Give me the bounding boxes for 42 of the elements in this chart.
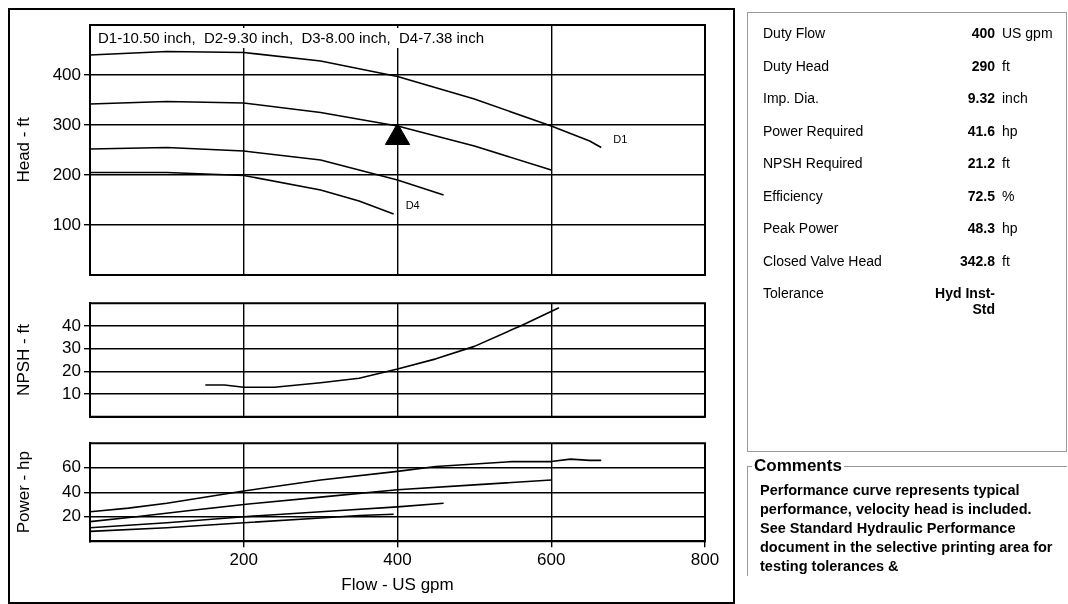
- text: NPSH Required: [762, 154, 864, 173]
- y-tick-label: 300: [52, 114, 81, 134]
- text: Hyd Inst-Std: [934, 284, 996, 318]
- x-tick-label: 200: [229, 550, 258, 570]
- y-axis-title: Power - hp: [13, 451, 33, 534]
- annotation: D4: [405, 199, 420, 212]
- text: 48.3 hp: [966, 219, 1019, 238]
- annotation: D1: [613, 132, 628, 145]
- text: 400 US gpm: [970, 24, 1054, 43]
- text: 41.6 hp: [966, 121, 1019, 141]
- y-axis-title: Head - ft: [13, 117, 33, 183]
- y-tick-label: 100: [52, 214, 81, 234]
- text: 290 ft: [970, 56, 1011, 76]
- text: Performance curve represents typical performance, velocity head is included. See Standard Hydraulic Performance document in the selective printing area for testing tolerances &: [760, 481, 1054, 576]
- text: Tolerance: [762, 284, 825, 303]
- x-tick-label: 800: [690, 550, 720, 570]
- y-axis-title: NPSH - ft: [13, 323, 33, 396]
- text: Duty Head: [762, 56, 831, 76]
- text: Comments: [752, 456, 844, 475]
- x-tick-label: 400: [383, 550, 412, 570]
- y-tick-label: 400: [52, 64, 81, 84]
- x-tick-label: 600: [537, 550, 566, 570]
- y-tick-label: 40: [62, 481, 81, 501]
- y-tick-label: 40: [62, 315, 81, 335]
- text: 9.32 inch: [966, 89, 1029, 108]
- y-tick-label: 20: [62, 361, 81, 381]
- y-tick-label: 20: [62, 506, 81, 526]
- text: Duty Flow: [762, 24, 827, 43]
- text: 342.8 ft: [958, 251, 1011, 271]
- text: Peak Power: [762, 219, 840, 238]
- text: 72.5 %: [966, 186, 1016, 206]
- text: Efficiency: [762, 186, 824, 206]
- text: 21.2 ft: [966, 154, 1011, 173]
- text: Closed Valve Head: [762, 251, 883, 271]
- x-axis-title: Flow - US gpm: [341, 575, 454, 595]
- y-tick-label: 60: [62, 457, 81, 477]
- annotation: D1-10.50 inch, D2-9.30 inch, D3-8.00 inch, D4-7.38 inch: [98, 28, 485, 46]
- y-tick-label: 10: [62, 383, 81, 403]
- text: Imp. Dia.: [762, 89, 820, 108]
- text: Power Required: [762, 121, 865, 141]
- y-tick-label: 30: [62, 338, 81, 358]
- y-tick-label: 200: [52, 164, 81, 184]
